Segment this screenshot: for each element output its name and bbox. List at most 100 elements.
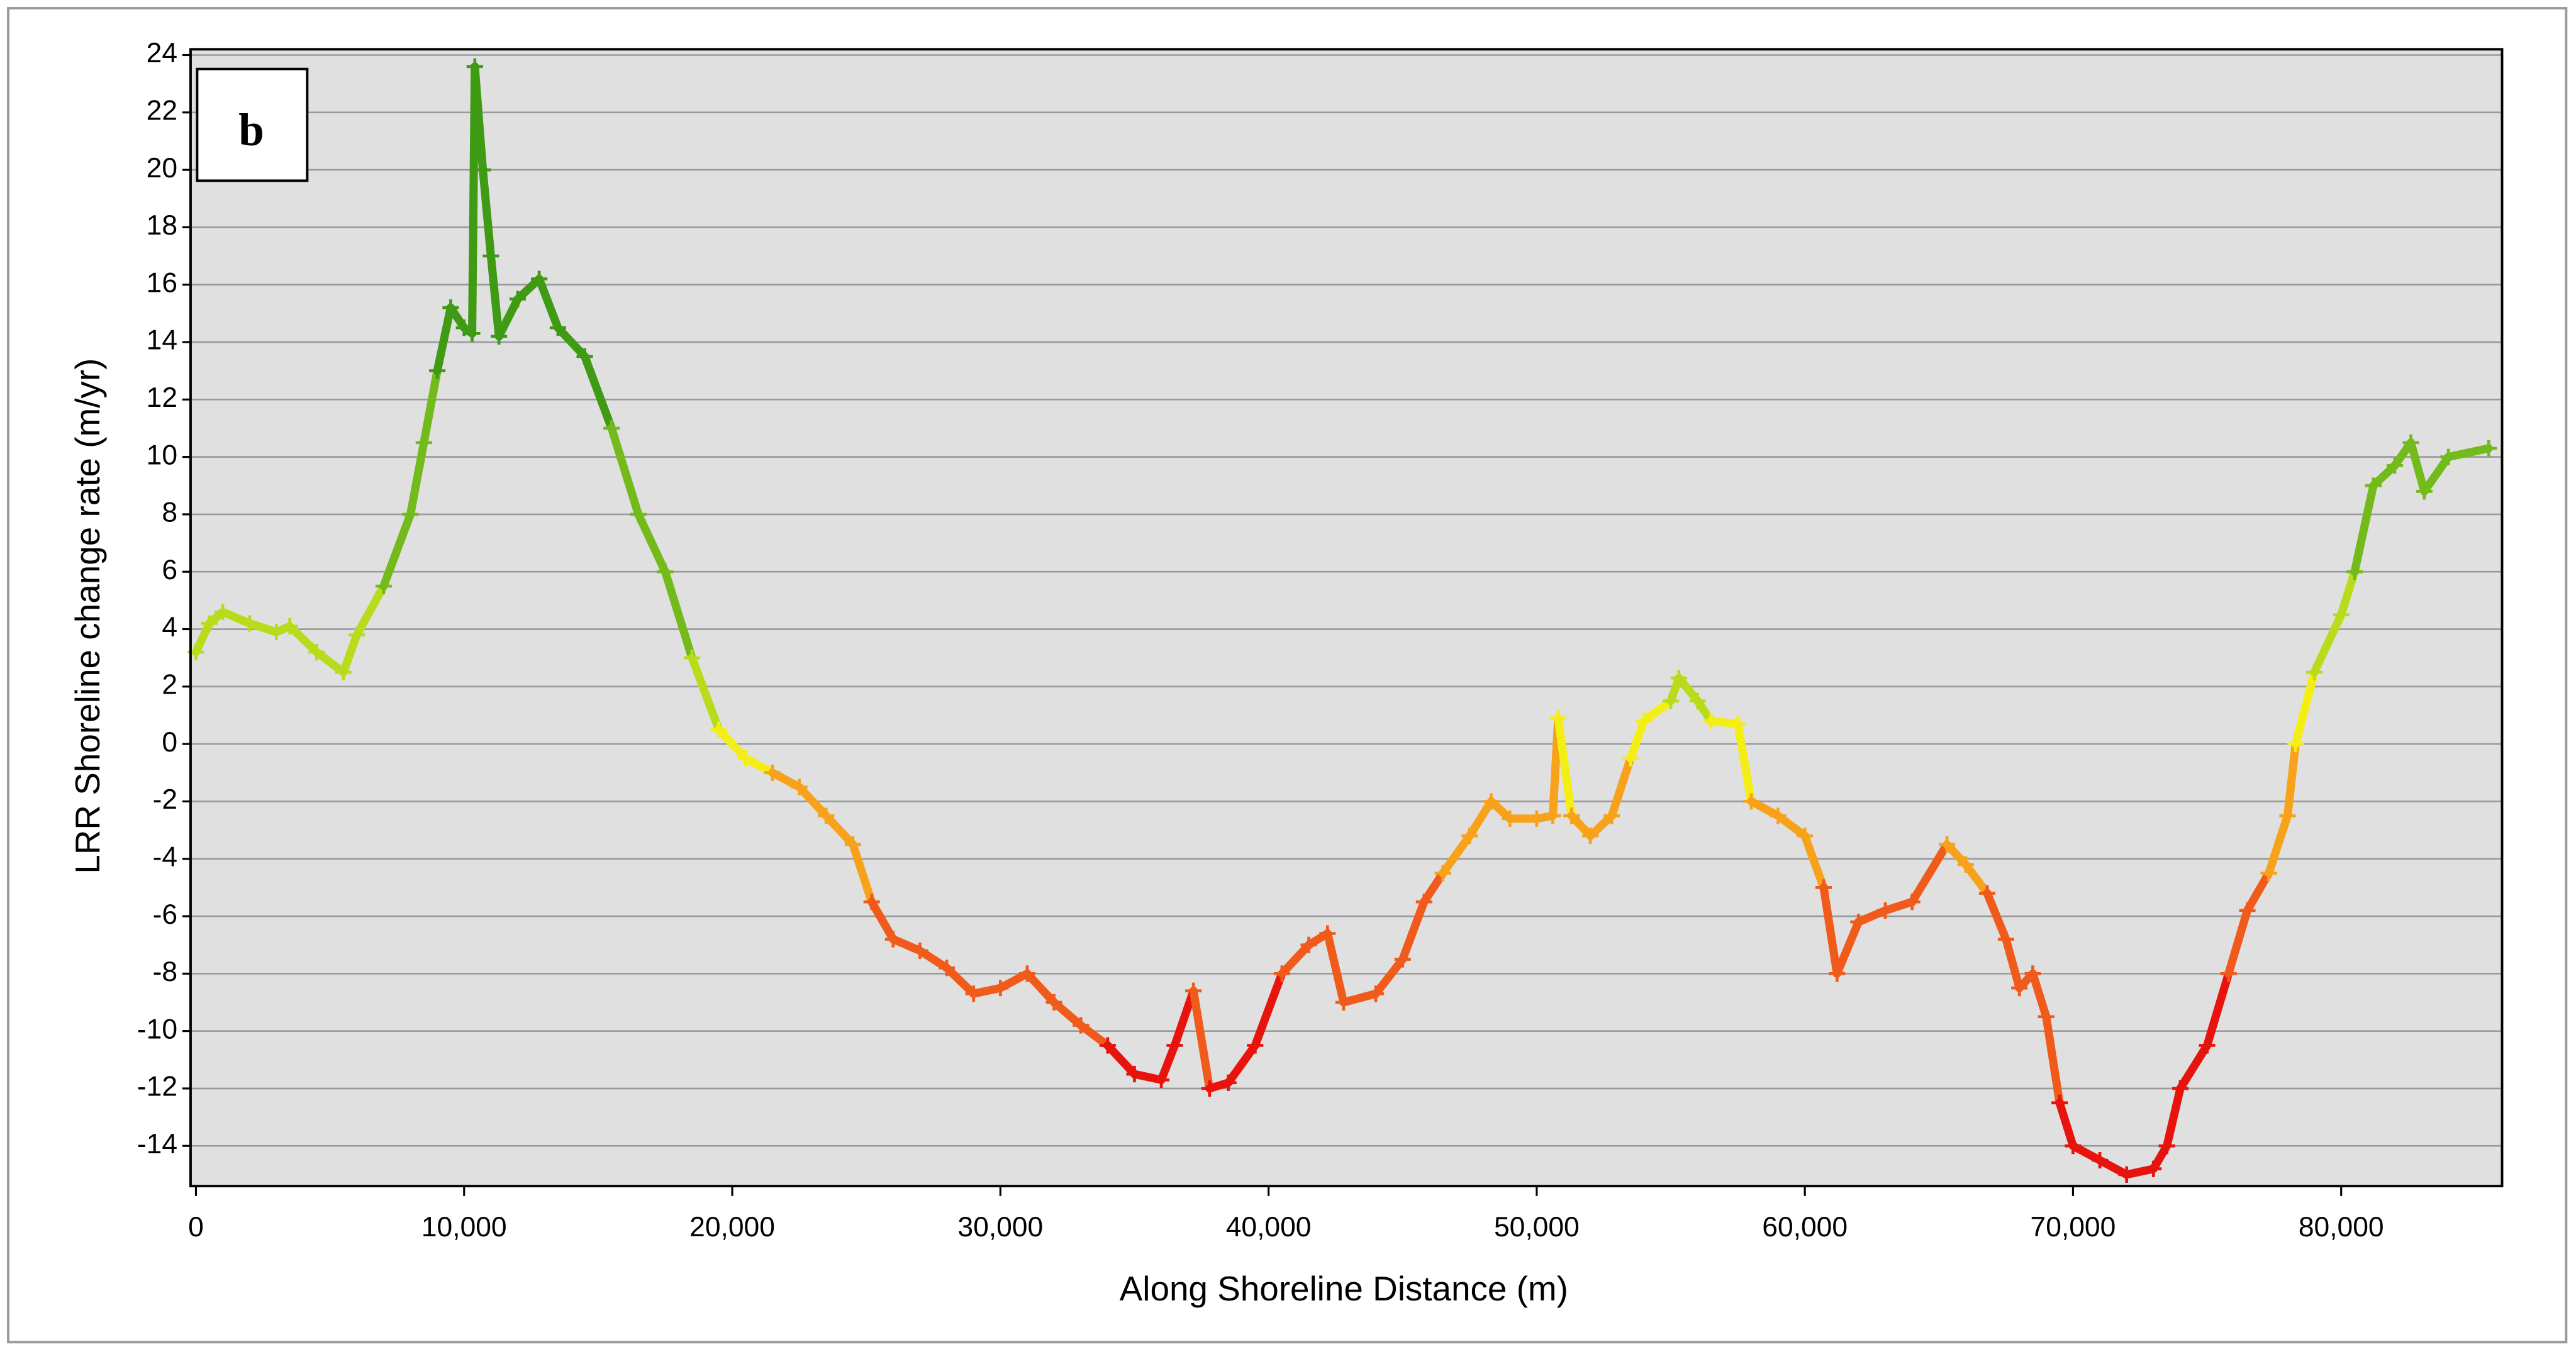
point (1335, 994, 1352, 1011)
point (2220, 965, 2237, 982)
point (1670, 670, 1687, 687)
x-tick-label: 70,000 (2031, 1212, 2116, 1243)
connector (494, 295, 522, 341)
point (1247, 1037, 1264, 1054)
point (2440, 448, 2457, 465)
connector (1734, 719, 1756, 806)
point (1702, 712, 1720, 729)
connector (607, 424, 643, 519)
connector (339, 631, 361, 677)
y-tick-label: 12 (147, 382, 177, 413)
point (1185, 982, 1202, 999)
point (1273, 965, 1290, 982)
point (1662, 692, 1680, 709)
point (1099, 1037, 1116, 1054)
point (1904, 894, 1921, 911)
connector (554, 323, 589, 361)
point (1622, 750, 1639, 767)
connector (795, 783, 830, 820)
point (938, 960, 956, 977)
point (1461, 828, 1478, 845)
point (415, 434, 432, 451)
y-axis-label: LRR Shoreline change rate (m/yr) (68, 358, 107, 874)
connector (741, 754, 777, 777)
x-tick-label: 30,000 (957, 1212, 1043, 1243)
connector (822, 811, 857, 849)
connector (942, 963, 978, 998)
connector (1050, 998, 1085, 1030)
y-tick-label: 22 (147, 96, 177, 126)
y-tick-label: 0 (162, 727, 177, 758)
point (2051, 1094, 2068, 1111)
point (2172, 1080, 2189, 1097)
point (764, 764, 781, 781)
point (1368, 985, 1385, 1002)
point (737, 750, 754, 767)
connector (661, 567, 696, 662)
point (2118, 1166, 2135, 1183)
point (1957, 856, 1974, 873)
point (965, 985, 982, 1002)
point (2306, 663, 2323, 681)
connector (1465, 797, 1495, 840)
y-tick-label: 4 (162, 612, 177, 643)
point (2333, 606, 2350, 623)
point (1220, 1074, 1237, 1091)
connector (1819, 883, 1841, 978)
connector (1420, 869, 1447, 906)
connector (1675, 673, 1702, 706)
point (1770, 807, 1787, 824)
connector (1983, 889, 2010, 944)
connector (1943, 840, 1970, 869)
point (491, 328, 508, 345)
connector (1639, 697, 1675, 726)
connector (849, 840, 876, 906)
point (464, 325, 481, 342)
connector (2369, 461, 2399, 490)
connector (513, 275, 544, 304)
connector (1854, 906, 1890, 926)
connector (1961, 860, 1992, 898)
point (2402, 434, 2419, 451)
connector (433, 303, 455, 375)
point (2145, 1160, 2162, 1177)
y-tick-label: -14 (137, 1129, 177, 1160)
connector (2265, 811, 2292, 878)
y-tick-label: 8 (162, 497, 177, 528)
point (2158, 1138, 2175, 1155)
connector (191, 619, 214, 657)
point (1797, 828, 1814, 845)
connector (1076, 1021, 1112, 1050)
point (657, 563, 674, 580)
point (281, 618, 298, 635)
y-tick-label: -10 (137, 1014, 177, 1044)
point (992, 980, 1009, 997)
point (348, 626, 365, 643)
connector (420, 367, 442, 447)
connector (312, 648, 348, 677)
grid (190, 54, 2502, 1147)
connector (2203, 969, 2233, 1050)
connector (2310, 611, 2346, 677)
plot-border (189, 48, 2504, 1188)
y-tick-label: -6 (153, 899, 177, 930)
x-tick-label: 40,000 (1226, 1212, 1312, 1243)
point (1689, 692, 1706, 709)
point (1742, 793, 1759, 810)
connector (634, 510, 669, 576)
connector (2068, 1141, 2104, 1165)
point (1415, 894, 1432, 911)
point (531, 270, 548, 287)
point (2287, 736, 2304, 753)
point (1045, 994, 1062, 1011)
point (1549, 709, 1567, 727)
point (335, 663, 352, 681)
point (1300, 936, 1317, 953)
point (1729, 716, 1746, 733)
point (1153, 1072, 1170, 1089)
point (375, 577, 392, 595)
connector (471, 62, 488, 174)
connector (1832, 917, 1863, 978)
point (482, 247, 499, 265)
